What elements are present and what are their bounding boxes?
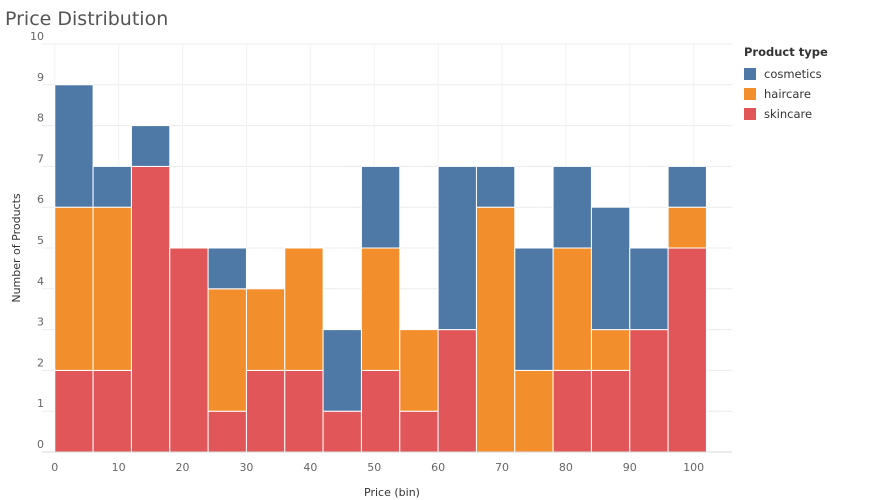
y-tick-label: 0 xyxy=(37,438,44,451)
chart-title: Price Distribution xyxy=(5,8,169,30)
bar-haircare-96 xyxy=(667,206,707,249)
bar-haircare-24 xyxy=(207,288,247,412)
bar-skincare-36 xyxy=(284,369,324,453)
legend-item-skincare[interactable]: skincare xyxy=(744,104,828,124)
x-tick-label: 50 xyxy=(367,461,381,474)
bar-cosmetics-48 xyxy=(360,165,401,249)
bar-skincare-12 xyxy=(130,165,171,453)
bar-cosmetics-84 xyxy=(590,206,631,331)
bar-haircare-48 xyxy=(360,247,401,371)
bar-haircare-54 xyxy=(399,329,439,412)
legend-swatch-cosmetics xyxy=(744,68,756,80)
bar-cosmetics-90 xyxy=(629,247,669,331)
x-tick-label: 90 xyxy=(623,461,637,474)
x-tick-label: 20 xyxy=(176,461,190,474)
legend-title: Product type xyxy=(744,45,828,59)
legend-label-skincare: skincare xyxy=(764,107,813,121)
y-tick-label: 9 xyxy=(37,71,44,84)
legend-label-haircare: haircare xyxy=(764,87,811,101)
bar-cosmetics-78 xyxy=(552,165,592,249)
x-tick-label: 100 xyxy=(683,461,704,474)
y-tick-label: 5 xyxy=(37,234,44,247)
bar-skincare-96 xyxy=(667,247,707,453)
legend-item-haircare[interactable]: haircare xyxy=(744,84,828,104)
bar-skincare-48 xyxy=(360,369,401,453)
bar-haircare-66 xyxy=(475,206,516,453)
y-tick-label: 6 xyxy=(37,193,44,206)
legend-swatch-skincare xyxy=(744,108,756,120)
bar-skincare-0 xyxy=(54,369,94,453)
bar-cosmetics-42 xyxy=(322,329,362,412)
bar-skincare-78 xyxy=(552,369,592,453)
x-tick-label: 30 xyxy=(239,461,253,474)
bar-cosmetics-60 xyxy=(437,165,477,331)
bar-haircare-84 xyxy=(590,329,631,371)
y-tick-label: 10 xyxy=(30,30,44,43)
x-tick-label: 70 xyxy=(495,461,509,474)
bar-cosmetics-72 xyxy=(514,247,554,371)
y-tick-label: 2 xyxy=(37,356,44,369)
x-axis-title: Price (bin) xyxy=(364,486,420,499)
bar-cosmetics-6 xyxy=(92,165,132,208)
bar-skincare-42 xyxy=(322,410,362,453)
bar-skincare-24 xyxy=(207,410,247,453)
bar-haircare-6 xyxy=(92,206,132,371)
y-axis-title: Number of Products xyxy=(10,193,23,303)
bar-haircare-36 xyxy=(284,247,324,371)
x-tick-label: 10 xyxy=(112,461,126,474)
bar-cosmetics-0 xyxy=(54,84,94,208)
y-tick-label: 4 xyxy=(37,275,44,288)
bar-cosmetics-96 xyxy=(667,165,707,208)
x-tick-label: 60 xyxy=(431,461,445,474)
legend: Product type cosmetics haircare skincare xyxy=(744,45,828,124)
y-tick-label: 1 xyxy=(37,397,44,410)
bar-haircare-78 xyxy=(552,247,592,371)
bar-skincare-30 xyxy=(245,369,286,453)
bar-skincare-84 xyxy=(590,369,631,453)
bar-skincare-54 xyxy=(399,410,439,453)
x-tick-label: 80 xyxy=(559,461,573,474)
bar-cosmetics-66 xyxy=(475,165,516,208)
bar-haircare-72 xyxy=(514,369,554,453)
y-tick-label: 3 xyxy=(37,316,44,329)
y-tick-label: 7 xyxy=(37,152,44,165)
bar-skincare-18 xyxy=(169,247,209,453)
bar-haircare-0 xyxy=(54,206,94,371)
bar-skincare-6 xyxy=(92,369,132,453)
bar-cosmetics-12 xyxy=(130,125,171,167)
y-tick-label: 8 xyxy=(37,112,44,125)
legend-item-cosmetics[interactable]: cosmetics xyxy=(744,64,828,84)
bar-skincare-90 xyxy=(629,329,669,453)
x-tick-label: 0 xyxy=(51,461,58,474)
x-tick-label: 40 xyxy=(303,461,317,474)
legend-swatch-haircare xyxy=(744,88,756,100)
bar-haircare-30 xyxy=(245,288,286,371)
legend-label-cosmetics: cosmetics xyxy=(764,67,822,81)
bar-skincare-60 xyxy=(437,329,477,453)
bar-cosmetics-24 xyxy=(207,247,247,290)
